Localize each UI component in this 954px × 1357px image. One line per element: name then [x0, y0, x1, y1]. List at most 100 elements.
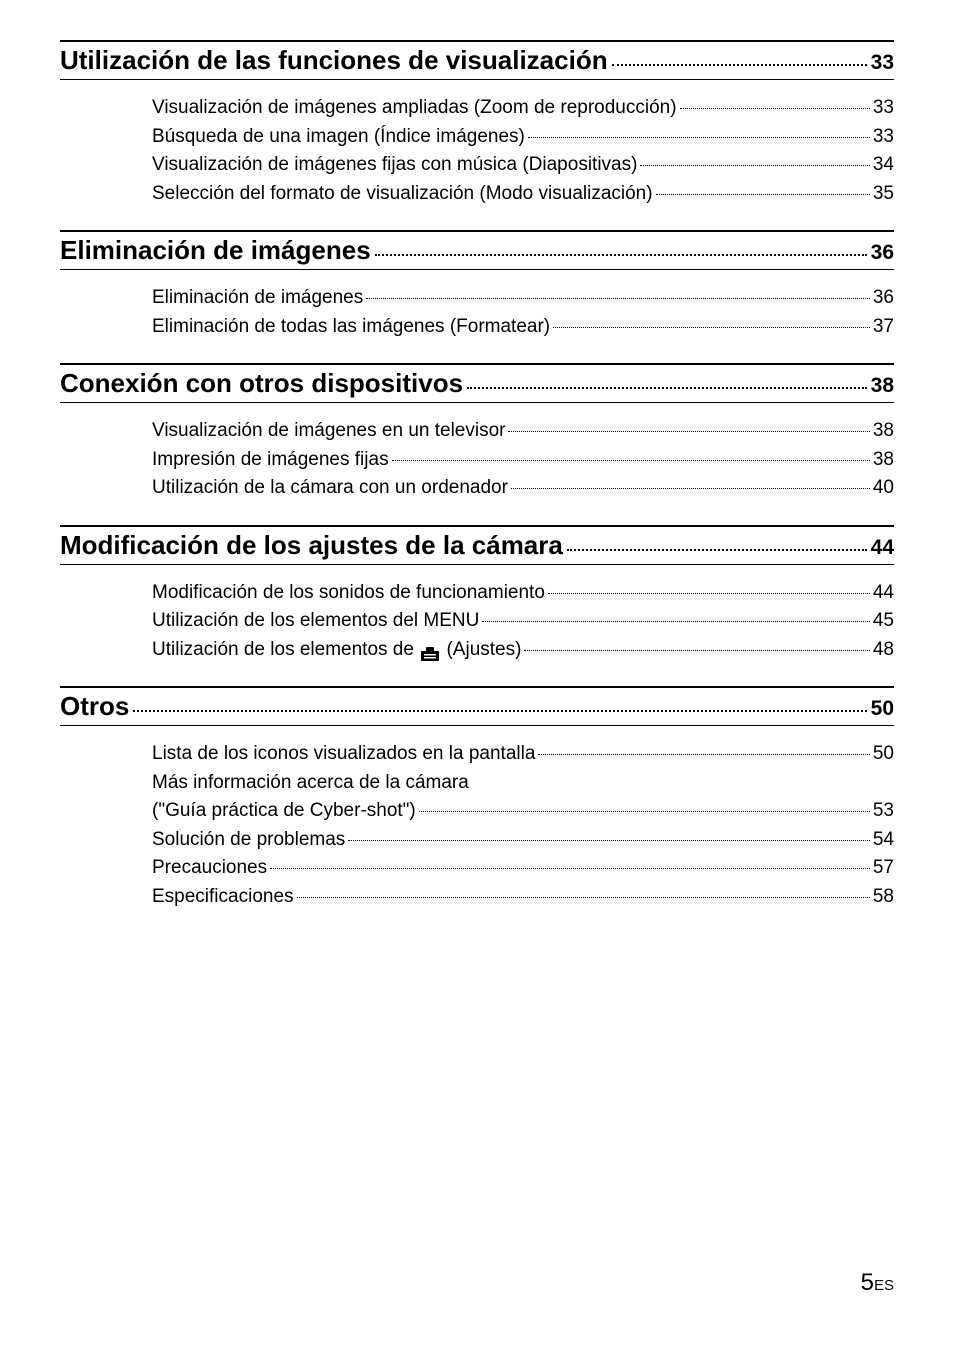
toc-entry[interactable]: Utilización de los elementos de (Ajustes…: [152, 636, 894, 665]
section-title-row[interactable]: Modificación de los ajustes de la cámara…: [60, 530, 894, 561]
section-leader: [133, 710, 866, 712]
entry-page: 50: [873, 740, 894, 769]
toc-entry[interactable]: Búsqueda de una imagen (Índice imágenes)…: [152, 123, 894, 152]
section-leader: [467, 387, 867, 389]
section-title: Modificación de los ajustes de la cámara: [60, 530, 563, 561]
toc-entry[interactable]: Selección del formato de visualización (…: [152, 180, 894, 209]
page-number: 5ES: [861, 1269, 894, 1297]
table-of-contents: Utilización de las funciones de visualiz…: [60, 40, 894, 911]
section-header: Modificación de los ajustes de la cámara…: [60, 525, 894, 565]
section-title: Utilización de las funciones de visualiz…: [60, 45, 608, 76]
entry-label: Impresión de imágenes fijas: [152, 446, 389, 475]
toc-entries: Eliminación de imágenes 36Eliminación de…: [60, 284, 894, 341]
section-title: Otros: [60, 691, 129, 722]
section-leader: [375, 254, 867, 256]
entry-label: Solución de problemas: [152, 826, 345, 855]
toc-section: Utilización de las funciones de visualiz…: [60, 40, 894, 208]
entry-leader: [270, 868, 870, 869]
toc-entry[interactable]: Eliminación de todas las imágenes (Forma…: [152, 313, 894, 342]
toc-entry[interactable]: Visualización de imágenes ampliadas (Zoo…: [152, 94, 894, 123]
entry-label: Búsqueda de una imagen (Índice imágenes): [152, 123, 525, 152]
entry-label-line2-row: ("Guía práctica de Cyber-shot") 53: [152, 797, 894, 826]
entry-label: Eliminación de todas las imágenes (Forma…: [152, 313, 550, 342]
section-header: Eliminación de imágenes 36: [60, 230, 894, 270]
toc-entry[interactable]: Impresión de imágenes fijas 38: [152, 446, 894, 475]
entry-leader: [511, 488, 870, 489]
section-header: Utilización de las funciones de visualiz…: [60, 40, 894, 80]
entry-leader: [524, 650, 869, 651]
toc-entry[interactable]: Lista de los iconos visualizados en la p…: [152, 740, 894, 769]
entry-leader: [656, 194, 870, 195]
toc-entry[interactable]: Solución de problemas 54: [152, 826, 894, 855]
entry-label-line1: Más información acerca de la cámara: [152, 769, 894, 798]
toc-entry[interactable]: Modificación de los sonidos de funcionam…: [152, 579, 894, 608]
entry-page: 37: [873, 313, 894, 342]
entry-page: 34: [873, 151, 894, 180]
entry-label: Visualización de imágenes en un televiso…: [152, 417, 505, 446]
entry-leader: [348, 840, 870, 841]
entry-page: 35: [873, 180, 894, 209]
entry-page: 53: [873, 797, 894, 826]
entry-label-suffix: (Ajustes): [441, 639, 521, 660]
page-number-suffix: ES: [874, 1277, 894, 1294]
entry-leader: [548, 593, 870, 594]
entry-leader: [482, 621, 869, 622]
entry-leader: [538, 754, 869, 755]
entry-leader: [392, 460, 870, 461]
section-page: 44: [871, 536, 894, 560]
entry-label: Utilización de la cámara con un ordenado…: [152, 474, 508, 503]
toc-section: Otros 50 Lista de los iconos visualizados…: [60, 686, 894, 911]
section-leader: [612, 64, 867, 66]
section-title-row[interactable]: Otros 50: [60, 691, 894, 722]
entry-leader: [640, 165, 869, 166]
entry-label: Utilización de los elementos de (Ajustes…: [152, 636, 521, 665]
entry-page: 48: [873, 636, 894, 665]
entry-leader: [419, 811, 870, 812]
toc-section: Eliminación de imágenes 36Eliminación de…: [60, 230, 894, 341]
entry-page: 33: [873, 123, 894, 152]
toc-entry[interactable]: Utilización de la cámara con un ordenado…: [152, 474, 894, 503]
toc-entry[interactable]: Especificaciones 58: [152, 883, 894, 912]
entry-leader: [680, 108, 870, 109]
entry-page: 38: [873, 417, 894, 446]
section-title-row[interactable]: Eliminación de imágenes 36: [60, 235, 894, 266]
section-title-row[interactable]: Conexión con otros dispositivos 38: [60, 368, 894, 399]
entry-page: 58: [873, 883, 894, 912]
section-page: 33: [871, 51, 894, 75]
entry-page: 57: [873, 854, 894, 883]
toc-entries: Visualización de imágenes en un televiso…: [60, 417, 894, 503]
entry-label: Selección del formato de visualización (…: [152, 180, 653, 209]
entry-label-line2: ("Guía práctica de Cyber-shot"): [152, 797, 416, 826]
page-number-value: 5: [861, 1269, 874, 1296]
entry-page: 54: [873, 826, 894, 855]
entry-leader: [366, 298, 870, 299]
section-header: Otros 50: [60, 686, 894, 726]
entry-page: 33: [873, 94, 894, 123]
entry-page: 38: [873, 446, 894, 475]
section-page: 50: [871, 697, 894, 721]
toc-entries: Modificación de los sonidos de funcionam…: [60, 579, 894, 665]
section-title-row[interactable]: Utilización de las funciones de visualiz…: [60, 45, 894, 76]
section-title: Conexión con otros dispositivos: [60, 368, 463, 399]
entry-leader: [553, 327, 870, 328]
section-title: Eliminación de imágenes: [60, 235, 371, 266]
toc-section: Conexión con otros dispositivos 38 Visual…: [60, 363, 894, 503]
entry-page: 44: [873, 579, 894, 608]
settings-icon: [421, 642, 439, 656]
toc-entry-multiline[interactable]: Más información acerca de la cámara("Guí…: [152, 769, 894, 826]
toc-entries: Visualización de imágenes ampliadas (Zoo…: [60, 94, 894, 208]
section-page: 36: [871, 241, 894, 265]
entry-page: 40: [873, 474, 894, 503]
toc-entry[interactable]: Visualización de imágenes en un televiso…: [152, 417, 894, 446]
toc-entry[interactable]: Precauciones 57: [152, 854, 894, 883]
entry-leader: [528, 137, 870, 138]
entry-label: Lista de los iconos visualizados en la p…: [152, 740, 535, 769]
entry-label: Precauciones: [152, 854, 267, 883]
entry-leader: [508, 431, 869, 432]
toc-entry[interactable]: Eliminación de imágenes 36: [152, 284, 894, 313]
section-header: Conexión con otros dispositivos 38: [60, 363, 894, 403]
section-leader: [567, 549, 867, 551]
section-page: 38: [871, 374, 894, 398]
toc-entry[interactable]: Utilización de los elementos del MENU 45: [152, 607, 894, 636]
toc-entry[interactable]: Visualización de imágenes fijas con músi…: [152, 151, 894, 180]
